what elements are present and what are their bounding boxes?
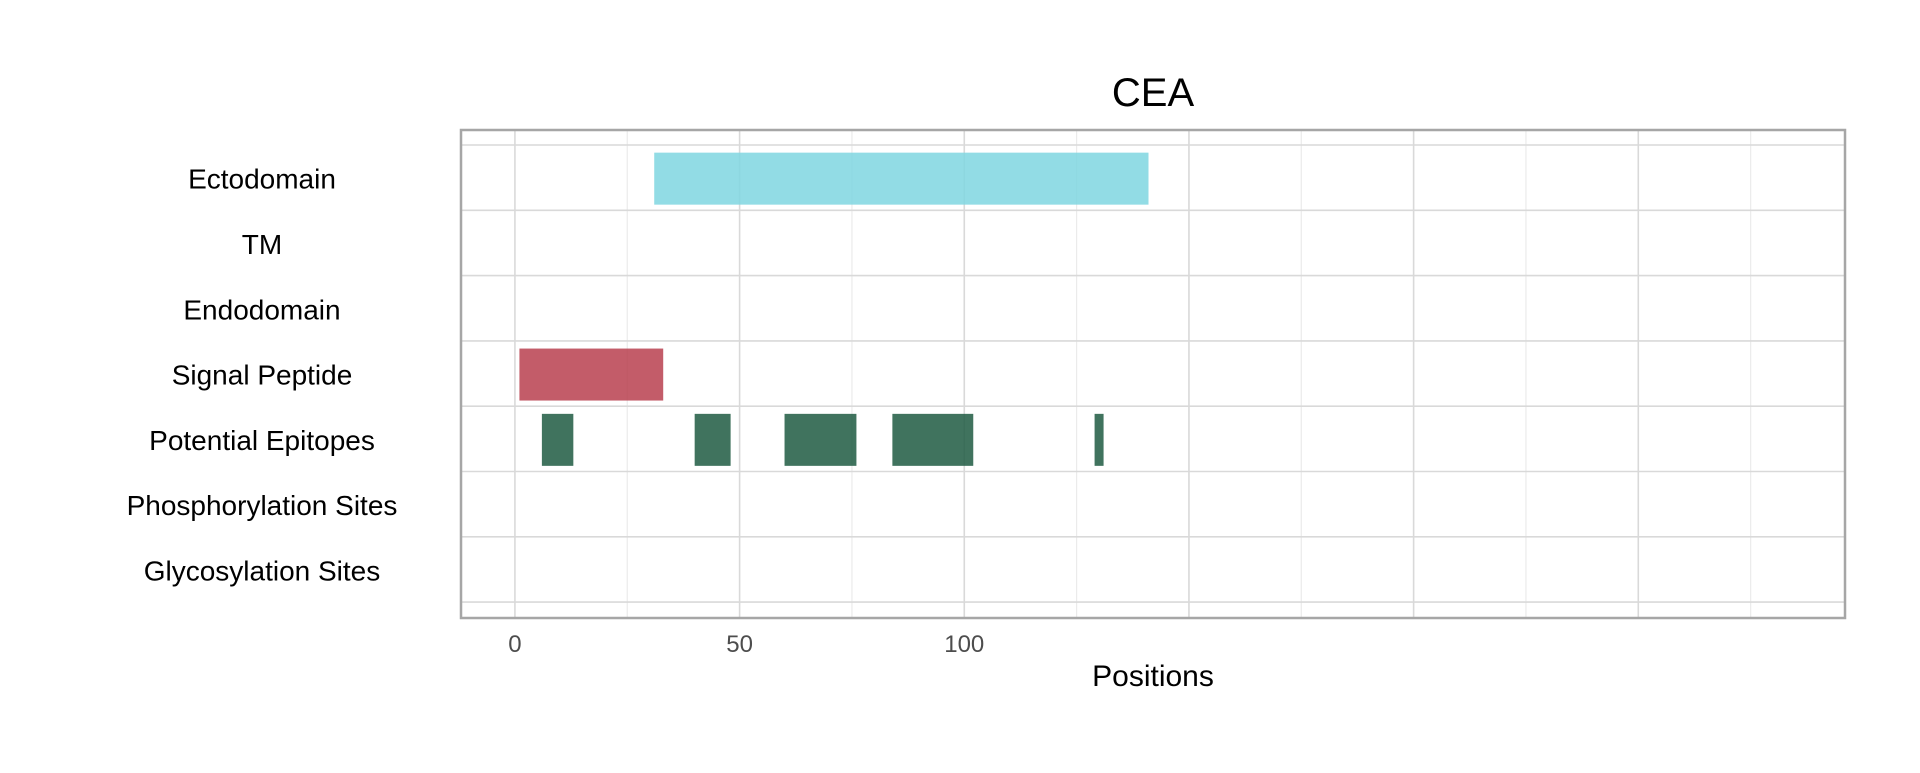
x-tick-label: 100 — [944, 631, 984, 658]
row-label: Signal Peptide — [172, 360, 353, 391]
x-axis-ticks: 0 50 100 — [508, 631, 984, 658]
plot-panel-border — [459, 128, 1847, 620]
grid — [461, 130, 1845, 618]
range-bar — [654, 152, 1149, 205]
range-bar — [541, 413, 574, 466]
chart-title: CEA — [1112, 71, 1195, 115]
x-tick-label: 0 — [508, 631, 521, 658]
row-label: Ectodomain — [188, 164, 336, 195]
row-labels: Ectodomain TM Endodomain Signal Peptide Pote… — [127, 164, 398, 587]
range-bar — [519, 348, 664, 401]
row-label: TM — [242, 229, 282, 260]
row-label: Endodomain — [183, 294, 340, 325]
range-bar — [1094, 413, 1104, 466]
row-label: Glycosylation Sites — [144, 555, 381, 586]
range-bar — [784, 413, 857, 466]
x-tick-label: 50 — [726, 631, 753, 658]
row-label: Potential Epitopes — [149, 425, 375, 456]
x-axis-title: Positions — [1092, 660, 1214, 693]
row-label: Phosphorylation Sites — [127, 490, 398, 521]
range-bar — [892, 413, 974, 466]
bars — [519, 152, 1149, 466]
range-bar — [694, 413, 731, 466]
